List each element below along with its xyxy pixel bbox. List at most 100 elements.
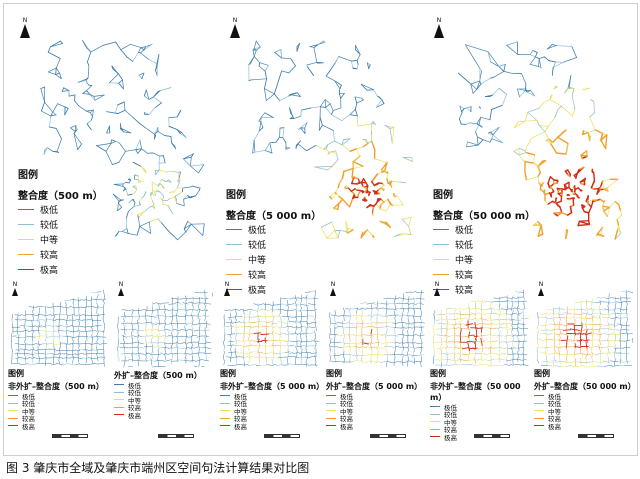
road-segment — [272, 364, 277, 366]
road-segment — [412, 343, 415, 352]
road-segment — [604, 308, 609, 310]
legend-swatch — [18, 224, 34, 225]
road-segment — [589, 112, 595, 118]
road-segment — [191, 325, 193, 330]
road-segment — [177, 231, 187, 241]
road-segment — [514, 121, 519, 129]
road-segment — [253, 49, 257, 57]
road-segment — [379, 354, 385, 356]
road-segment — [329, 322, 331, 329]
road-segment — [350, 60, 358, 62]
road-segment — [257, 347, 259, 352]
road-segment — [145, 320, 147, 329]
road-segment — [39, 330, 48, 332]
road-segment — [380, 198, 385, 203]
road-segment — [15, 356, 20, 359]
road-segment — [123, 329, 126, 336]
road-segment — [440, 344, 442, 348]
road-segment — [77, 339, 80, 348]
road-segment — [125, 353, 134, 355]
road-segment — [507, 328, 513, 330]
road-segment — [343, 353, 353, 355]
road-segment — [62, 319, 70, 321]
road-segment — [361, 361, 369, 363]
road-segment — [547, 117, 556, 127]
road-segment — [506, 358, 508, 364]
road-segment — [512, 297, 518, 299]
road-segment — [492, 134, 504, 144]
road-segment — [128, 179, 131, 181]
road-segment — [391, 204, 404, 206]
road-segment — [360, 83, 374, 91]
road-segment — [136, 353, 145, 355]
road-segment — [102, 302, 105, 308]
road-segment — [498, 66, 505, 72]
road-segment — [272, 305, 274, 313]
road-segment — [133, 178, 139, 180]
road-segment — [625, 307, 628, 315]
road-segment — [497, 341, 502, 343]
road-segment — [506, 41, 518, 46]
road-segment — [52, 343, 61, 345]
road-segment — [259, 344, 266, 347]
road-segment — [183, 228, 187, 233]
road-segment — [102, 41, 116, 46]
road-segment — [365, 139, 369, 144]
road-segment — [187, 297, 194, 300]
road-segment — [47, 306, 52, 309]
road-segment — [78, 301, 80, 310]
road-segment — [378, 342, 387, 345]
legend-swatch — [220, 395, 230, 397]
road-segment — [559, 340, 561, 349]
road-segment — [279, 127, 285, 129]
road-segment — [265, 353, 267, 358]
legend-subtitle: 非外扩–整合度（5 000 m） — [220, 382, 325, 391]
road-segment — [542, 99, 551, 103]
road-segment — [161, 184, 165, 189]
road-segment — [31, 347, 34, 354]
road-segment — [549, 96, 552, 100]
road-segment — [143, 329, 149, 331]
road-segment — [198, 309, 201, 315]
legend-item-label: 较低 — [340, 400, 353, 409]
road-segment — [85, 109, 94, 112]
road-segment — [201, 359, 209, 362]
road-segment — [456, 308, 463, 310]
road-segment — [67, 363, 76, 366]
road-segment — [596, 226, 604, 235]
road-segment — [565, 311, 569, 319]
road-segment — [454, 333, 456, 341]
road-segment — [627, 291, 634, 294]
road-segment — [398, 315, 405, 317]
road-segment — [239, 309, 248, 312]
road-segment — [337, 202, 340, 211]
road-segment — [554, 333, 556, 340]
road-segment — [440, 309, 443, 315]
road-segment — [535, 56, 540, 59]
road-segment — [67, 313, 75, 317]
road-segment — [151, 329, 158, 331]
road-segment — [197, 315, 206, 317]
road-segment — [390, 335, 399, 337]
road-segment — [349, 109, 356, 115]
road-segment — [370, 140, 376, 151]
road-segment — [90, 343, 96, 346]
road-segment — [132, 186, 137, 190]
road-segment — [408, 216, 412, 227]
road-segment — [253, 139, 256, 153]
road-segment — [361, 357, 363, 362]
road-segment — [446, 359, 448, 366]
legend-swatch — [8, 417, 18, 419]
road-segment — [123, 340, 126, 347]
road-segment — [314, 335, 316, 340]
road-segment — [86, 85, 93, 91]
road-segment — [331, 193, 337, 200]
road-segment — [280, 334, 282, 339]
road-segment — [52, 325, 55, 332]
road-segment — [592, 324, 594, 331]
road-segment — [66, 324, 68, 332]
road-segment — [183, 197, 190, 200]
road-segment — [518, 152, 527, 156]
road-segment — [511, 331, 513, 336]
road-segment — [547, 176, 552, 185]
